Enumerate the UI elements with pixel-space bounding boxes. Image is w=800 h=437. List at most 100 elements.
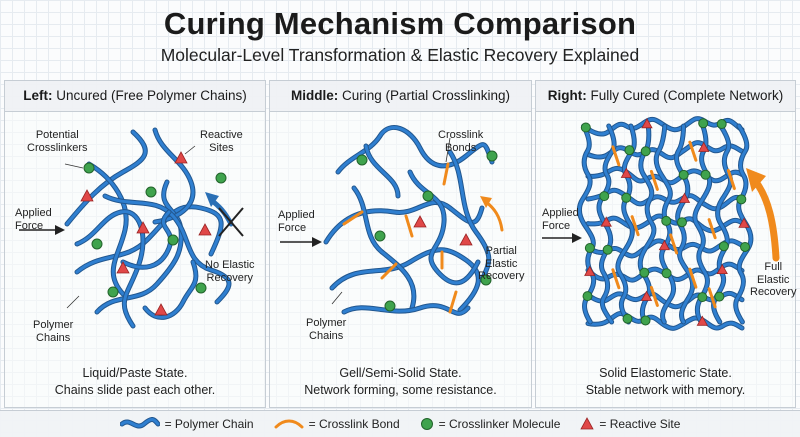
crosslink-bond [726, 169, 736, 191]
crosslink-bond [442, 162, 450, 186]
crosslink-bond [404, 214, 414, 238]
polymer-chain [693, 124, 712, 324]
legend-polymer-chain-label: = Polymer Chain [164, 417, 254, 431]
legend-crosslink-bond: = Crosslink Bond [274, 417, 400, 431]
crosslinker-molecule [639, 267, 650, 278]
crosslink-bond [688, 140, 698, 162]
polymer-chain [586, 311, 744, 330]
polymer-chain [330, 248, 480, 312]
crosslinker-molecule [678, 169, 689, 180]
legend: = Polymer Chain = Crosslink Bond = Cross… [0, 410, 800, 437]
legend-crosslink-bond-label: = Crosslink Bond [308, 417, 400, 431]
caption-uncured-line-2: Chains slide past each other. [54, 383, 216, 397]
caption-fully-cured-line-2: Stable network with memory. [585, 383, 746, 397]
polymer-chain [616, 124, 636, 324]
panel-uncured-heading: Left: Uncured (Free Polymer Chains) [5, 81, 265, 112]
label-polymer-chains: Polymer Chains [33, 319, 74, 344]
uncured-diagram [19, 127, 244, 329]
panel-fully-cured-heading: Right: Fully Cured (Complete Network) [536, 81, 795, 112]
polymer-chain [87, 162, 128, 296]
reactive-site [600, 216, 612, 227]
crosslink-bond [707, 218, 717, 240]
reactive-site [584, 265, 596, 276]
caption-curing-line-1: Gell/Semi-Solid State. [339, 366, 462, 380]
reactive-site [698, 141, 710, 152]
crosslinker-molecule [700, 169, 711, 180]
label-crosslink-bonds: Crosslink Bonds [438, 129, 484, 154]
applied-force-arrow [280, 237, 322, 247]
legend-reactive-site: = Reactive Site [580, 417, 680, 431]
polymer-chain [448, 150, 491, 282]
curing-diagram [280, 125, 504, 316]
reactive-site [80, 189, 94, 202]
crosslinker-molecule [599, 191, 610, 202]
caption-curing-line-2: Network forming, some resistance. [304, 383, 497, 397]
crosslink-bond [380, 262, 398, 280]
page-subtitle: Molecular-Level Transformation & Elastic… [160, 45, 640, 65]
crosslinker-molecule [83, 162, 95, 174]
reactive-site [174, 151, 188, 164]
crosslinker-molecule [195, 282, 207, 294]
polymer-chain [121, 210, 173, 269]
caption-fully-cured: Solid Elastomeric State. Stable network … [536, 365, 795, 399]
crosslinker-molecule [718, 241, 729, 252]
crosslinker-molecule [622, 313, 633, 324]
crosslinker-molecule [640, 315, 651, 326]
panel-fully-cured-heading-text: Fully Cured (Complete Network) [586, 88, 784, 103]
legend-polymer-chain: = Polymer Chain [119, 417, 254, 431]
crosslinker-molecule-swatch [420, 418, 433, 430]
reactive-site [738, 217, 750, 228]
caption-curing: Gell/Semi-Solid State. Network forming, … [270, 365, 531, 399]
label-partial-elastic-recovery: Partial Elastic Recovery [478, 245, 525, 282]
reactive-site [198, 223, 212, 236]
panel-curing: Middle: Curing (Partial Crosslinking) [269, 80, 532, 408]
crosslinker-molecule [697, 292, 708, 303]
reactive-site [459, 233, 473, 246]
reactive-site [136, 221, 150, 234]
polymer-chain [324, 201, 484, 244]
crosslink-bond [669, 233, 679, 255]
left-pointer-lines [64, 145, 196, 309]
reactive-site [116, 261, 130, 274]
panel-uncured: Left: Uncured (Free Polymer Chains) [4, 80, 266, 408]
middle-crosslinker-molecules [356, 150, 498, 312]
full-recovery-arrow [746, 168, 780, 262]
polymer-chain [336, 126, 494, 174]
crosslinker-molecule [661, 215, 672, 226]
reactive-site [640, 290, 653, 301]
polymer-chain [638, 124, 656, 324]
reactive-site-swatch [580, 417, 595, 430]
legend-crosslinker-molecule: = Crosslinker Molecule [420, 417, 561, 431]
reactive-site [658, 239, 671, 251]
polymer-chain [75, 210, 145, 328]
crosslink-bond [342, 210, 364, 226]
crosslinker-molecule [736, 194, 747, 205]
crosslinker-molecule [740, 241, 751, 252]
crosslinker-molecule [716, 119, 727, 130]
polymer-chain-swatch [119, 417, 160, 429]
crosslinker-molecule [167, 234, 179, 246]
polymer-chain [364, 144, 400, 198]
caption-uncured: Liquid/Paste State. Chains slide past ea… [5, 365, 265, 399]
crosslinker-molecule [676, 217, 687, 228]
no-recovery-mark [205, 192, 244, 237]
label-full-elastic-recovery: Full Elastic Recovery [750, 261, 797, 298]
polymer-chain [103, 194, 231, 304]
reactive-site [620, 167, 633, 178]
legend-crosslinker-molecule-label: = Crosslinker Molecule [438, 417, 561, 431]
crosslinker-molecule [374, 230, 386, 242]
crosslinker-molecule [145, 186, 157, 198]
label-applied-force: Applied Force [15, 207, 52, 232]
panel-uncured-heading-text: Uncured (Free Polymer Chains) [52, 88, 247, 103]
middle-reactive-sites [413, 215, 473, 246]
crosslink-bond [707, 287, 717, 309]
middle-pointer-lines [331, 137, 451, 305]
crosslinker-molecule [580, 122, 591, 133]
crosslink-bond [611, 145, 621, 167]
polymer-chain [65, 130, 147, 226]
reactive-site [716, 263, 728, 275]
crosslink-bond [688, 267, 698, 289]
panel-fully-cured-heading-bold: Right: [547, 88, 587, 103]
crosslinker-molecule [356, 154, 368, 166]
crosslink-bond [649, 169, 659, 191]
